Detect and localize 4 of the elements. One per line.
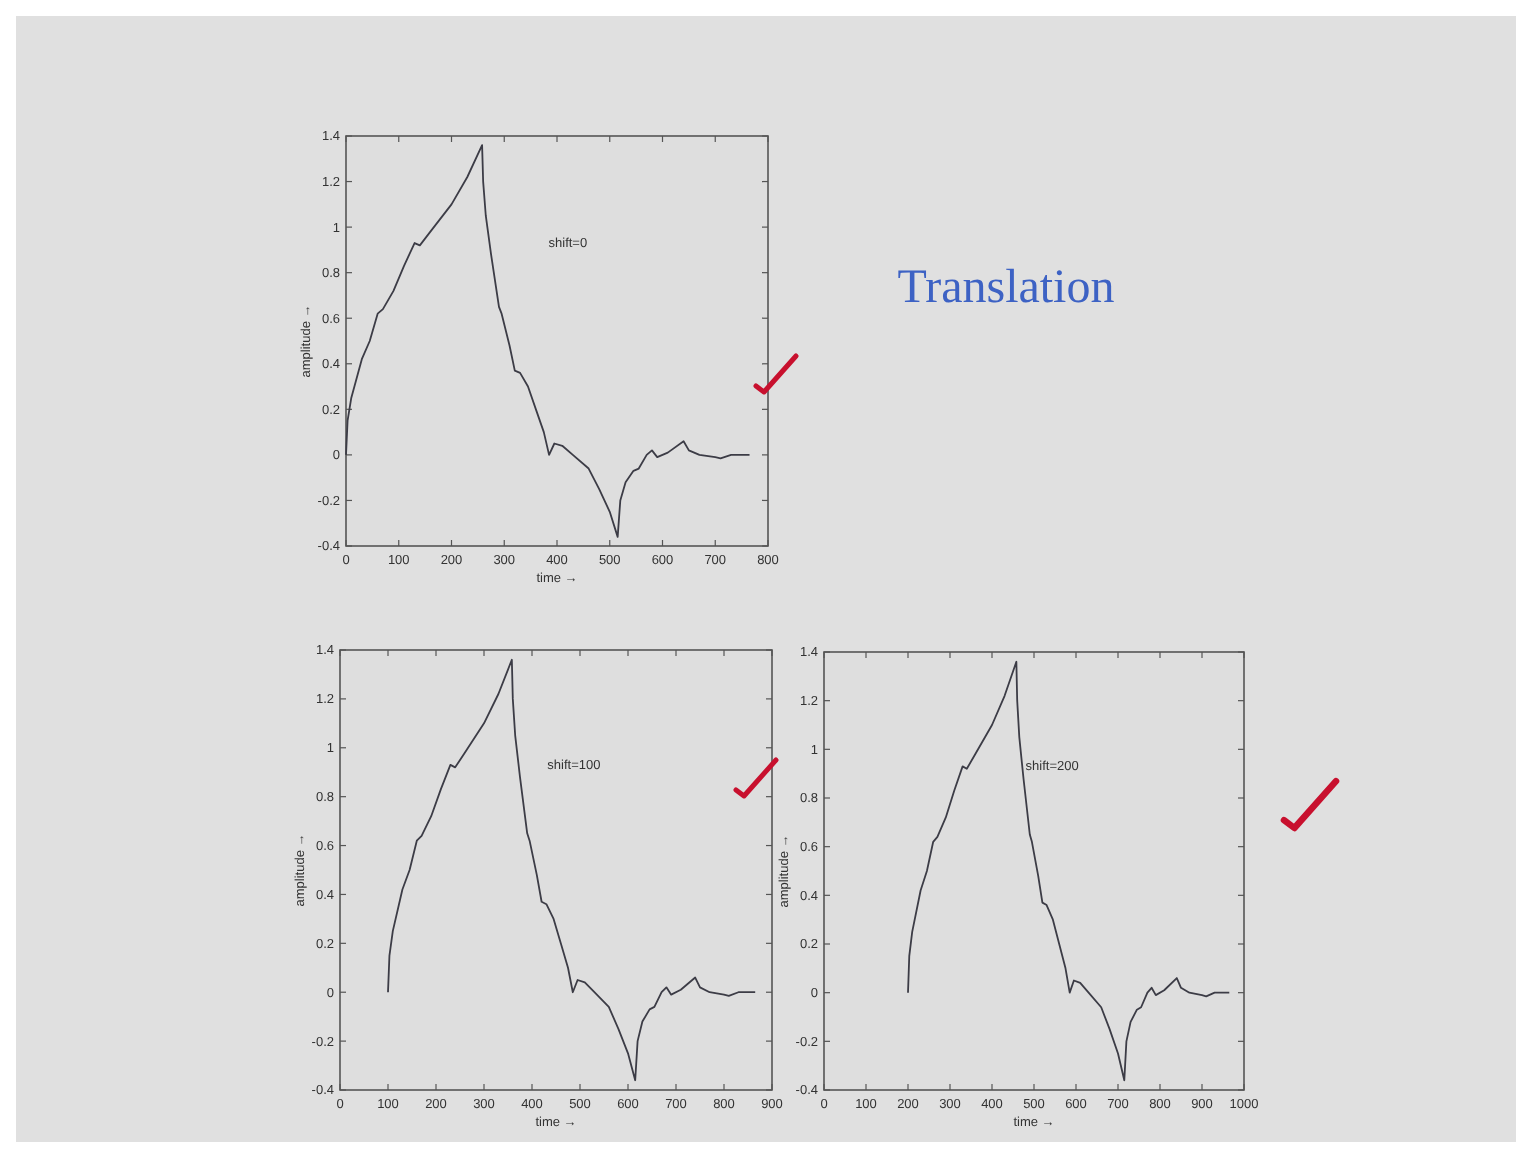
line-series xyxy=(907,660,1231,1082)
line-series xyxy=(345,144,751,538)
line-series xyxy=(387,658,757,1082)
text: Translation xyxy=(897,262,1115,314)
